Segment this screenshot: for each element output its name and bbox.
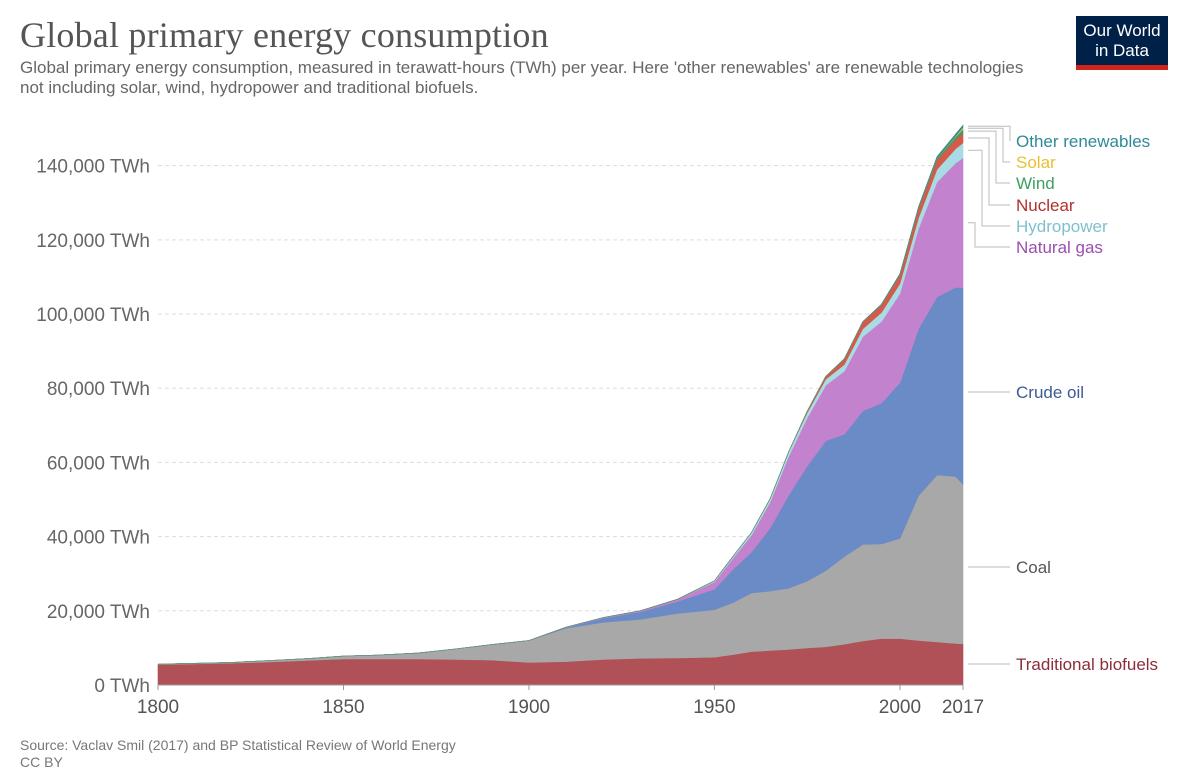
legend-connector bbox=[968, 125, 1011, 141]
owid-logo[interactable]: Our World in Data bbox=[1076, 16, 1168, 70]
license-note[interactable]: CC BY bbox=[20, 754, 63, 770]
y-tick-label: 0 TWh bbox=[94, 676, 150, 697]
grid-lines bbox=[158, 165, 963, 612]
legend-connector bbox=[968, 222, 1010, 248]
y-tick-label: 60,000 TWh bbox=[47, 453, 150, 474]
legend-label-crude-oil: Crude oil bbox=[1016, 383, 1084, 402]
y-tick-label: 140,000 TWh bbox=[36, 157, 150, 178]
x-tick-label: 1950 bbox=[693, 697, 735, 718]
y-axis: 0 TWh 20,000 TWh 40,000 TWh 60,000 TWh 80,00… bbox=[36, 157, 150, 697]
legend-label-other-renewables: Other renewables bbox=[1016, 132, 1150, 151]
x-tick-label: 2000 bbox=[879, 697, 921, 718]
legend-label-hydropower: Hydropower bbox=[1016, 217, 1108, 236]
legend-label-nuclear: Nuclear bbox=[1016, 196, 1075, 215]
source-note[interactable]: Source: Vaclav Smil (2017) and BP Statis… bbox=[20, 737, 456, 753]
legend-label-solar: Solar bbox=[1016, 153, 1056, 172]
legend-connector bbox=[968, 127, 1010, 163]
legend: Traditional biofuels Coal Crude oil Natural… bbox=[968, 125, 1158, 674]
x-tick-label: 1900 bbox=[508, 697, 550, 718]
chart-subtitle: Global primary energy consumption, measu… bbox=[20, 58, 1024, 97]
logo-accent-bar bbox=[1076, 65, 1168, 70]
y-tick-label: 40,000 TWh bbox=[47, 528, 150, 549]
legend-label-traditional-biofuels: Traditional biofuels bbox=[1016, 655, 1158, 674]
series-areas bbox=[157, 124, 964, 686]
legend-connector bbox=[968, 149, 1010, 227]
x-tick-label: 1850 bbox=[322, 697, 364, 718]
y-tick-label: 20,000 TWh bbox=[47, 602, 150, 623]
x-tick-label: 1800 bbox=[137, 697, 179, 718]
logo-line-2: in Data bbox=[1095, 41, 1149, 60]
legend-label-coal: Coal bbox=[1016, 558, 1051, 577]
x-tick-label: 2017 bbox=[942, 697, 984, 718]
area-other-renewables bbox=[157, 124, 964, 665]
legend-connector bbox=[968, 137, 1010, 206]
legend-connector bbox=[968, 130, 1010, 184]
y-tick-label: 80,000 TWh bbox=[47, 379, 150, 400]
legend-label-natural-gas: Natural gas bbox=[1016, 238, 1103, 257]
y-tick-label: 100,000 TWh bbox=[36, 305, 150, 326]
logo-line-1: Our World bbox=[1083, 21, 1161, 40]
x-axis: 1800 1850 1900 1950 2000 2017 bbox=[137, 684, 984, 718]
legend-label-wind: Wind bbox=[1016, 174, 1055, 193]
y-tick-label: 120,000 TWh bbox=[36, 231, 150, 252]
chart-title: Global primary energy consumption bbox=[20, 15, 549, 55]
footer: Source: Vaclav Smil (2017) and BP Statis… bbox=[20, 737, 456, 771]
